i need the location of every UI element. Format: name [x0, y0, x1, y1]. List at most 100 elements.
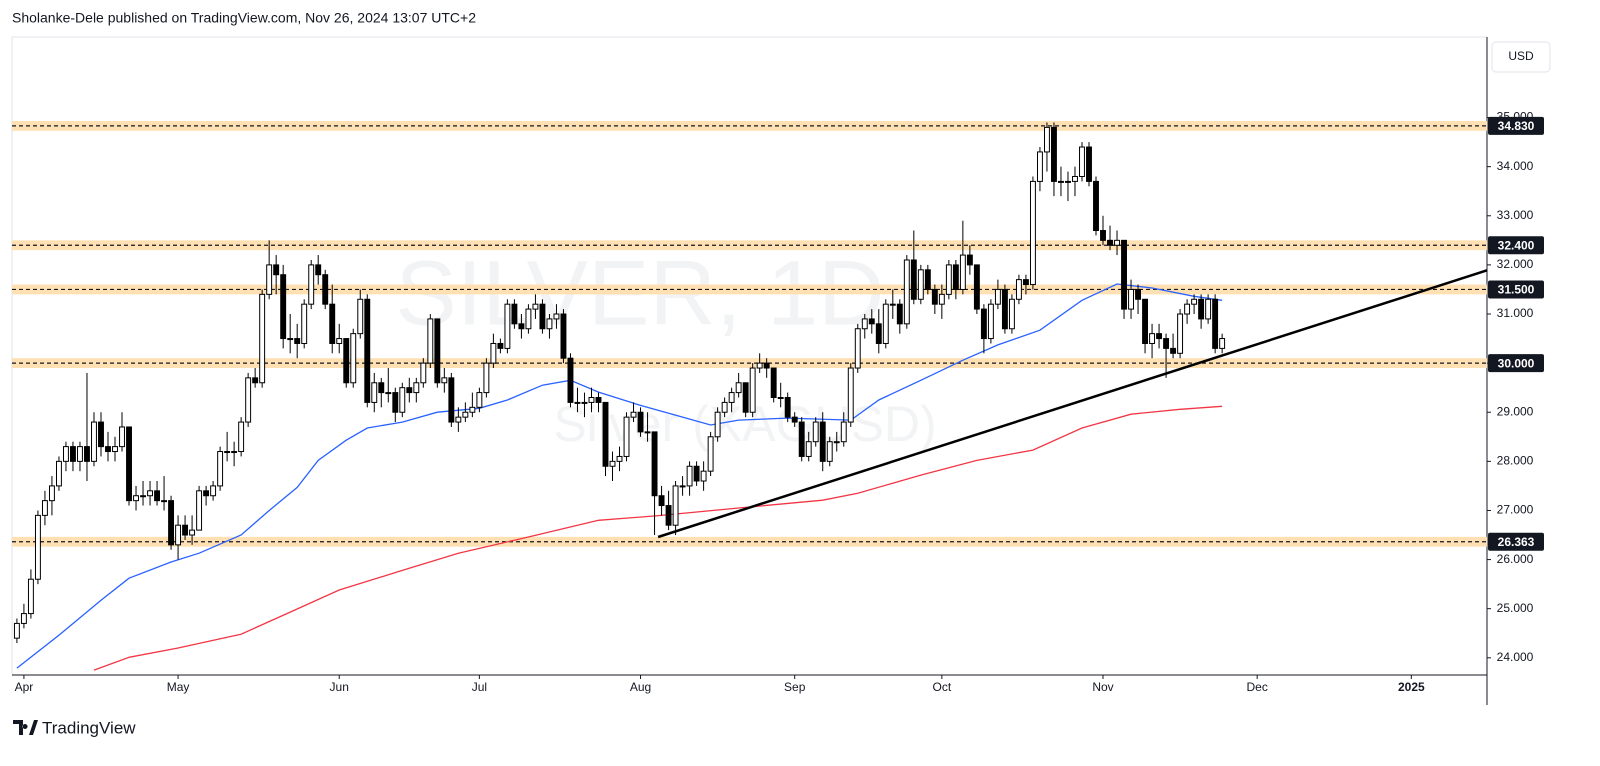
- candle-body: [826, 441, 833, 462]
- candle-body: [399, 387, 406, 413]
- level-price-box: [1488, 280, 1544, 299]
- candle-body: [714, 411, 721, 438]
- candle-body: [819, 421, 826, 462]
- candle-body: [868, 318, 875, 325]
- candle-body: [168, 500, 175, 546]
- candle-body: [112, 446, 118, 453]
- candle-body: [1093, 180, 1099, 232]
- candle-body: [133, 495, 139, 502]
- y-tick-label: 34.000: [1497, 159, 1534, 173]
- level-price-box: [1488, 236, 1544, 255]
- y-tick-label: 33.000: [1497, 208, 1534, 222]
- candle-body: [63, 446, 69, 462]
- candle-body: [917, 269, 924, 300]
- candle-body: [651, 431, 658, 497]
- candle-body: [497, 342, 504, 349]
- candle-body: [455, 416, 462, 423]
- candle-body: [1149, 333, 1156, 344]
- level-price-box: [1488, 532, 1544, 551]
- candle-body: [1100, 230, 1106, 241]
- candle-body: [630, 411, 637, 418]
- candle-body: [126, 426, 132, 502]
- candle-body: [1163, 338, 1170, 349]
- x-tick-label: Jul: [472, 680, 487, 694]
- candle-body: [1156, 333, 1163, 340]
- candle-body: [105, 446, 111, 453]
- candle-body: [581, 401, 588, 404]
- x-tick-label: May: [167, 680, 190, 694]
- candle-body: [490, 342, 497, 364]
- candle-body: [749, 367, 756, 413]
- candle-body: [406, 387, 413, 394]
- x-tick-label: Apr: [15, 680, 34, 694]
- candle-body: [469, 406, 476, 413]
- candle-body: [308, 264, 315, 305]
- candle-body: [476, 392, 483, 408]
- candle-body: [224, 451, 231, 454]
- candle-body: [322, 274, 329, 305]
- candle-body: [301, 303, 308, 344]
- candle-body: [343, 338, 350, 384]
- candle-body: [55, 460, 62, 487]
- candle-body: [623, 416, 630, 457]
- candle-body: [1191, 298, 1198, 305]
- candle-body: [546, 318, 553, 330]
- candle-body: [924, 269, 931, 290]
- candle-body: [980, 308, 987, 340]
- candle-body: [203, 490, 210, 497]
- candle-body: [511, 303, 518, 325]
- candle-body: [1212, 298, 1219, 349]
- candle-body: [882, 303, 889, 344]
- candle-body: [1114, 239, 1120, 246]
- candle-body: [91, 421, 97, 462]
- candle-body: [742, 382, 749, 413]
- candle-body: [1029, 180, 1036, 286]
- candle-body: [728, 392, 735, 403]
- candle-body: [1219, 338, 1226, 349]
- candle-body: [840, 421, 847, 443]
- candle-body: [48, 485, 55, 502]
- candle-body: [147, 490, 153, 497]
- candle-body: [84, 446, 90, 462]
- candle-body: [532, 303, 539, 310]
- candle-body: [931, 288, 938, 305]
- candle-body: [1036, 151, 1043, 182]
- candle-body: [616, 455, 623, 462]
- candle-body: [756, 362, 763, 369]
- candle-body: [609, 460, 616, 467]
- candle-body: [175, 524, 182, 546]
- y-tick-label: 29.000: [1497, 404, 1534, 418]
- x-tick-label: 2025: [1398, 680, 1425, 694]
- candle-body: [483, 362, 490, 394]
- candle-body: [798, 421, 805, 457]
- candle-body: [98, 421, 104, 448]
- candle-body: [217, 451, 224, 487]
- y-tick-label: 26.000: [1497, 552, 1534, 566]
- candle-body: [560, 313, 567, 359]
- candle-body: [413, 382, 420, 394]
- y-tick-label: 27.000: [1497, 503, 1534, 517]
- candle-body: [41, 500, 48, 516]
- candle-body: [1079, 146, 1085, 177]
- candle-body: [735, 382, 742, 394]
- candle-body: [777, 397, 784, 400]
- x-tick-label: Jun: [330, 680, 349, 694]
- currency-button[interactable]: [1491, 41, 1551, 73]
- candle-body: [1044, 126, 1050, 153]
- candle-body: [34, 514, 41, 580]
- candle-body: [462, 411, 469, 418]
- currency-label[interactable]: USD: [1508, 49, 1534, 63]
- candle-body: [238, 421, 245, 453]
- candle-body: [672, 485, 679, 526]
- candle-body: [154, 490, 161, 502]
- candle-body: [119, 426, 125, 448]
- candle-body: [847, 367, 854, 423]
- candle-body: [1015, 279, 1022, 300]
- candle-body: [210, 485, 217, 497]
- candle-body: [20, 613, 27, 624]
- candle-body: [1170, 347, 1177, 354]
- candle-body: [378, 382, 385, 394]
- candle-body: [644, 431, 651, 434]
- level-price-label: 31.500: [1498, 283, 1535, 297]
- level-price-label: 30.000: [1498, 356, 1535, 370]
